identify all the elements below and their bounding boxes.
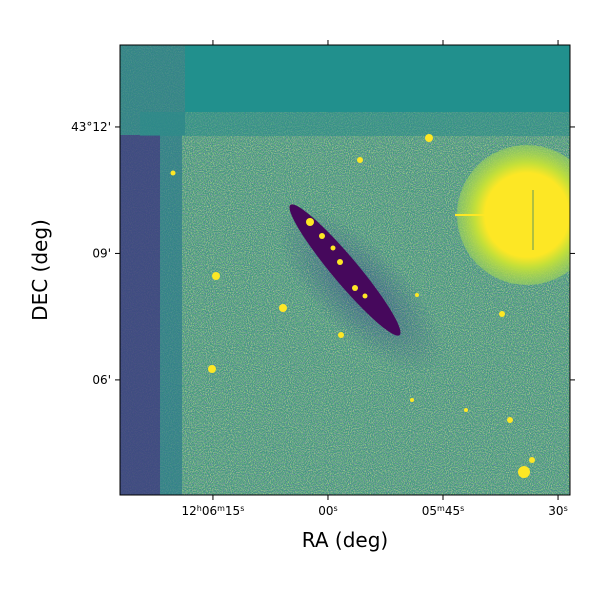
y-tick-label: 43°12' — [71, 120, 111, 134]
x-tick-label: 05m45s — [422, 504, 465, 519]
x-tick-label: 00s — [318, 504, 337, 519]
plot-frame — [119, 44, 571, 496]
y-axis-label: DEC (deg) — [28, 219, 52, 321]
x-axis-label: RA (deg) — [302, 528, 388, 552]
y-tick-label: 09' — [92, 246, 111, 260]
sky-image — [120, 45, 570, 495]
x-tick-label: 30s — [548, 504, 567, 519]
y-tick-label: 06' — [92, 373, 111, 387]
x-tick-label: 12h06m15s — [181, 504, 244, 519]
